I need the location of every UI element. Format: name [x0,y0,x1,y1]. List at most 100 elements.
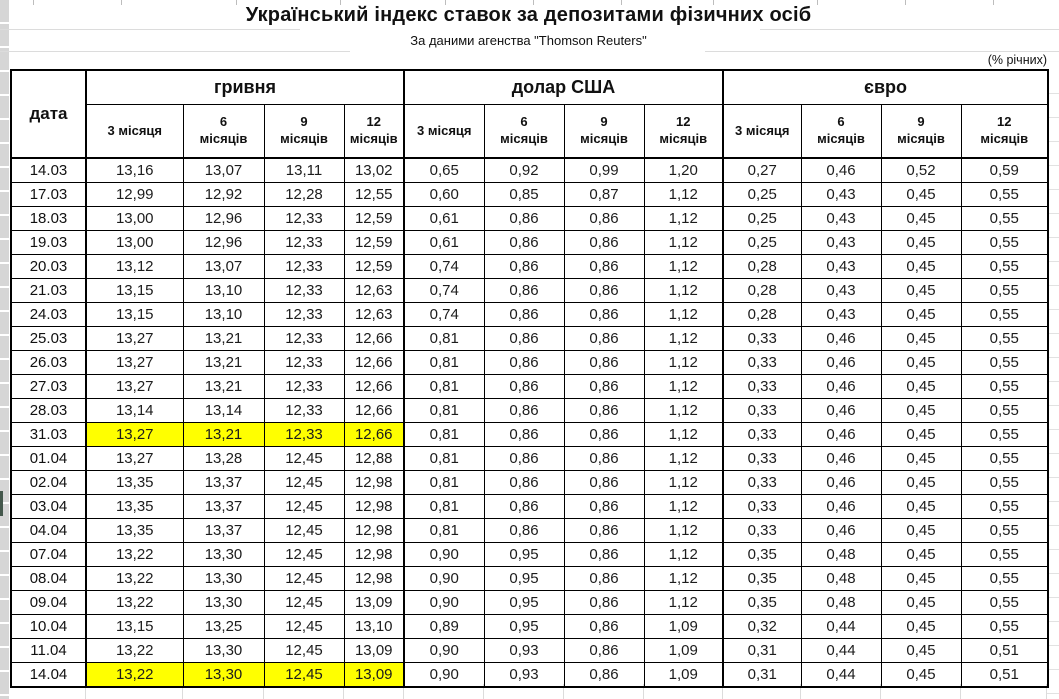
usd-12m-cell[interactable]: 1,12 [643,302,724,327]
uah-3m-cell[interactable]: 13,27 [85,422,184,447]
usd-9m-cell[interactable]: 0,86 [563,302,645,327]
usd-12m-cell[interactable]: 1,12 [643,326,724,351]
uah-3m-cell[interactable]: 13,15 [85,614,184,639]
uah-9m-cell[interactable]: 12,45 [263,446,345,471]
eur-9m-cell[interactable]: 0,45 [880,182,962,207]
eur-9m-cell[interactable]: 0,45 [880,206,962,231]
tenor-header-eur-9m[interactable]: 9 місяців [880,104,962,159]
uah-6m-cell[interactable]: 13,37 [182,470,265,495]
eur-6m-cell[interactable]: 0,43 [800,182,882,207]
usd-6m-cell[interactable]: 0,92 [483,157,565,183]
uah-9m-cell[interactable]: 12,45 [263,662,345,688]
eur-12m-cell[interactable]: 0,55 [960,566,1049,591]
uah-12m-cell[interactable]: 13,09 [343,638,405,663]
uah-12m-cell[interactable]: 12,63 [343,302,405,327]
eur-12m-cell[interactable]: 0,55 [960,350,1049,375]
eur-3m-cell[interactable]: 0,25 [722,230,802,255]
date-cell[interactable]: 01.04 [10,446,87,471]
uah-3m-cell[interactable]: 13,22 [85,662,184,688]
uah-9m-cell[interactable]: 13,11 [263,157,345,183]
uah-3m-cell[interactable]: 13,35 [85,518,184,543]
eur-9m-cell[interactable]: 0,45 [880,374,962,399]
date-cell[interactable]: 25.03 [10,326,87,351]
eur-3m-cell[interactable]: 0,27 [722,157,802,183]
tenor-header-eur-3m[interactable]: 3 місяця [722,104,802,159]
eur-9m-cell[interactable]: 0,45 [880,614,962,639]
eur-9m-cell[interactable]: 0,45 [880,302,962,327]
date-cell[interactable]: 17.03 [10,182,87,207]
eur-3m-cell[interactable]: 0,35 [722,590,802,615]
eur-6m-cell[interactable]: 0,43 [800,254,882,279]
eur-6m-cell[interactable]: 0,43 [800,206,882,231]
usd-12m-cell[interactable]: 1,12 [643,182,724,207]
usd-9m-cell[interactable]: 0,86 [563,542,645,567]
uah-12m-cell[interactable]: 12,98 [343,518,405,543]
usd-9m-cell[interactable]: 0,86 [563,614,645,639]
eur-9m-cell[interactable]: 0,45 [880,542,962,567]
eur-3m-cell[interactable]: 0,25 [722,206,802,231]
usd-12m-cell[interactable]: 1,12 [643,470,724,495]
date-cell[interactable]: 26.03 [10,350,87,375]
eur-3m-cell[interactable]: 0,33 [722,398,802,423]
tenor-header-usd-9m[interactable]: 9 місяців [563,104,645,159]
uah-6m-cell[interactable]: 13,07 [182,157,265,183]
eur-3m-cell[interactable]: 0,35 [722,566,802,591]
eur-12m-cell[interactable]: 0,55 [960,590,1049,615]
usd-3m-cell[interactable]: 0,61 [403,230,485,255]
usd-6m-cell[interactable]: 0,95 [483,566,565,591]
eur-6m-cell[interactable]: 0,46 [800,494,882,519]
eur-6m-cell[interactable]: 0,46 [800,374,882,399]
eur-12m-cell[interactable]: 0,55 [960,398,1049,423]
uah-9m-cell[interactable]: 12,45 [263,590,345,615]
uah-3m-cell[interactable]: 13,35 [85,470,184,495]
uah-12m-cell[interactable]: 12,66 [343,350,405,375]
uah-12m-cell[interactable]: 12,63 [343,278,405,303]
uah-9m-cell[interactable]: 12,33 [263,374,345,399]
uah-3m-cell[interactable]: 13,12 [85,254,184,279]
uah-3m-cell[interactable]: 12,99 [85,182,184,207]
usd-6m-cell[interactable]: 0,86 [483,254,565,279]
uah-9m-cell[interactable]: 12,28 [263,182,345,207]
usd-3m-cell[interactable]: 0,90 [403,542,485,567]
date-cell[interactable]: 28.03 [10,398,87,423]
tenor-header-uah-3m[interactable]: 3 місяця [85,104,184,159]
tenor-header-uah-12m[interactable]: 12 місяців [343,104,405,159]
usd-12m-cell[interactable]: 1,12 [643,566,724,591]
usd-12m-cell[interactable]: 1,20 [643,157,724,183]
usd-3m-cell[interactable]: 0,81 [403,350,485,375]
usd-12m-cell[interactable]: 1,12 [643,446,724,471]
eur-9m-cell[interactable]: 0,45 [880,590,962,615]
eur-6m-cell[interactable]: 0,46 [800,157,882,183]
uah-6m-cell[interactable]: 13,37 [182,518,265,543]
uah-12m-cell[interactable]: 12,59 [343,206,405,231]
usd-9m-cell[interactable]: 0,86 [563,422,645,447]
usd-3m-cell[interactable]: 0,60 [403,182,485,207]
eur-3m-cell[interactable]: 0,33 [722,350,802,375]
uah-3m-cell[interactable]: 13,15 [85,302,184,327]
uah-3m-cell[interactable]: 13,15 [85,278,184,303]
eur-12m-cell[interactable]: 0,55 [960,470,1049,495]
usd-9m-cell[interactable]: 0,86 [563,350,645,375]
usd-3m-cell[interactable]: 0,74 [403,302,485,327]
eur-9m-cell[interactable]: 0,45 [880,470,962,495]
uah-6m-cell[interactable]: 13,28 [182,446,265,471]
usd-9m-cell[interactable]: 0,86 [563,230,645,255]
date-cell[interactable]: 10.04 [10,614,87,639]
row-header-strip[interactable] [0,0,10,699]
tenor-header-uah-9m[interactable]: 9 місяців [263,104,345,159]
uah-6m-cell[interactable]: 13,10 [182,278,265,303]
uah-3m-cell[interactable]: 13,27 [85,446,184,471]
uah-9m-cell[interactable]: 12,33 [263,302,345,327]
date-cell[interactable]: 03.04 [10,494,87,519]
usd-9m-cell[interactable]: 0,86 [563,590,645,615]
eur-6m-cell[interactable]: 0,44 [800,614,882,639]
group-header-eur[interactable]: євро [722,69,1049,105]
eur-12m-cell[interactable]: 0,55 [960,326,1049,351]
eur-9m-cell[interactable]: 0,45 [880,494,962,519]
eur-6m-cell[interactable]: 0,44 [800,662,882,688]
uah-12m-cell[interactable]: 12,88 [343,446,405,471]
uah-6m-cell[interactable]: 13,37 [182,494,265,519]
eur-12m-cell[interactable]: 0,55 [960,302,1049,327]
usd-3m-cell[interactable]: 0,61 [403,206,485,231]
uah-12m-cell[interactable]: 12,59 [343,254,405,279]
